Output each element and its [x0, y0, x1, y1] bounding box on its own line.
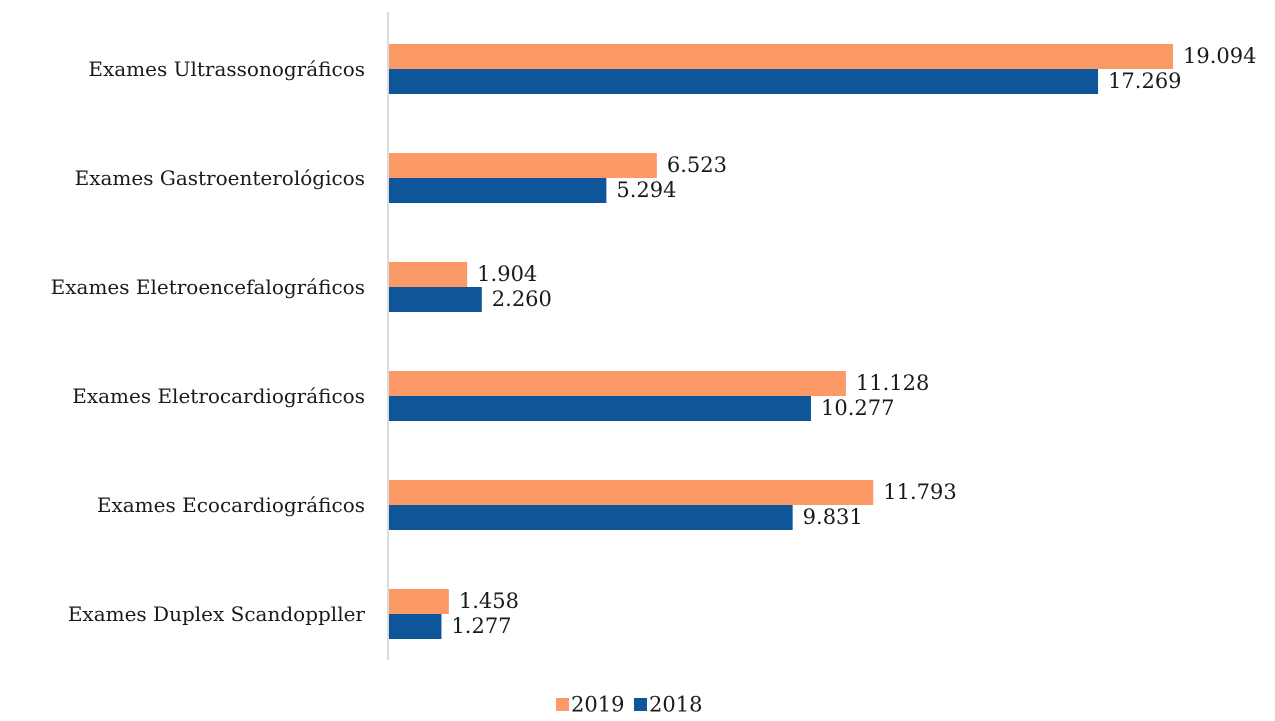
category-label: Exames Ecocardiográficos — [97, 493, 365, 517]
bar-2018 — [389, 505, 793, 530]
bar-2019 — [389, 262, 468, 287]
data-label-2018: 17.269 — [1108, 69, 1181, 93]
legend: 2019 2018 — [556, 693, 702, 717]
data-label-2019: 11.793 — [883, 480, 956, 504]
bar-2019 — [389, 44, 1173, 69]
data-label-2019: 1.904 — [477, 262, 537, 286]
legend-label-2018: 2018 — [649, 693, 702, 717]
data-label-2019: 1.458 — [459, 589, 519, 613]
legend-swatch-2019 — [556, 698, 569, 711]
bar-2019 — [389, 371, 846, 396]
category-label: Exames Eletroencefalográficos — [51, 275, 365, 299]
data-label-2018: 9.831 — [803, 505, 863, 529]
category-label: Exames Gastroenterológicos — [75, 166, 365, 190]
bar-2019 — [389, 589, 449, 614]
data-label-2018: 2.260 — [492, 287, 552, 311]
data-label-2019: 6.523 — [667, 153, 727, 177]
category-label: Exames Duplex Scandoppller — [68, 602, 366, 626]
bar-2018 — [389, 69, 1099, 94]
bar-2018 — [389, 178, 607, 203]
data-label-2019: 19.094 — [1183, 44, 1256, 68]
bar-2019 — [389, 153, 657, 178]
legend-label-2019: 2019 — [571, 693, 624, 717]
category-label: Exames Eletrocardiográficos — [72, 384, 365, 408]
data-label-2018: 5.294 — [616, 178, 676, 202]
category-label: Exames Ultrassonográficos — [88, 57, 365, 81]
data-label-2018: 10.277 — [821, 396, 894, 420]
data-label-2019: 11.128 — [856, 371, 929, 395]
bar-2018 — [389, 287, 482, 312]
bar-2018 — [389, 396, 811, 421]
bar-2019 — [389, 480, 874, 505]
data-label-2018: 1.277 — [451, 614, 511, 638]
bar-2018 — [389, 614, 442, 639]
legend-swatch-2018 — [634, 698, 647, 711]
